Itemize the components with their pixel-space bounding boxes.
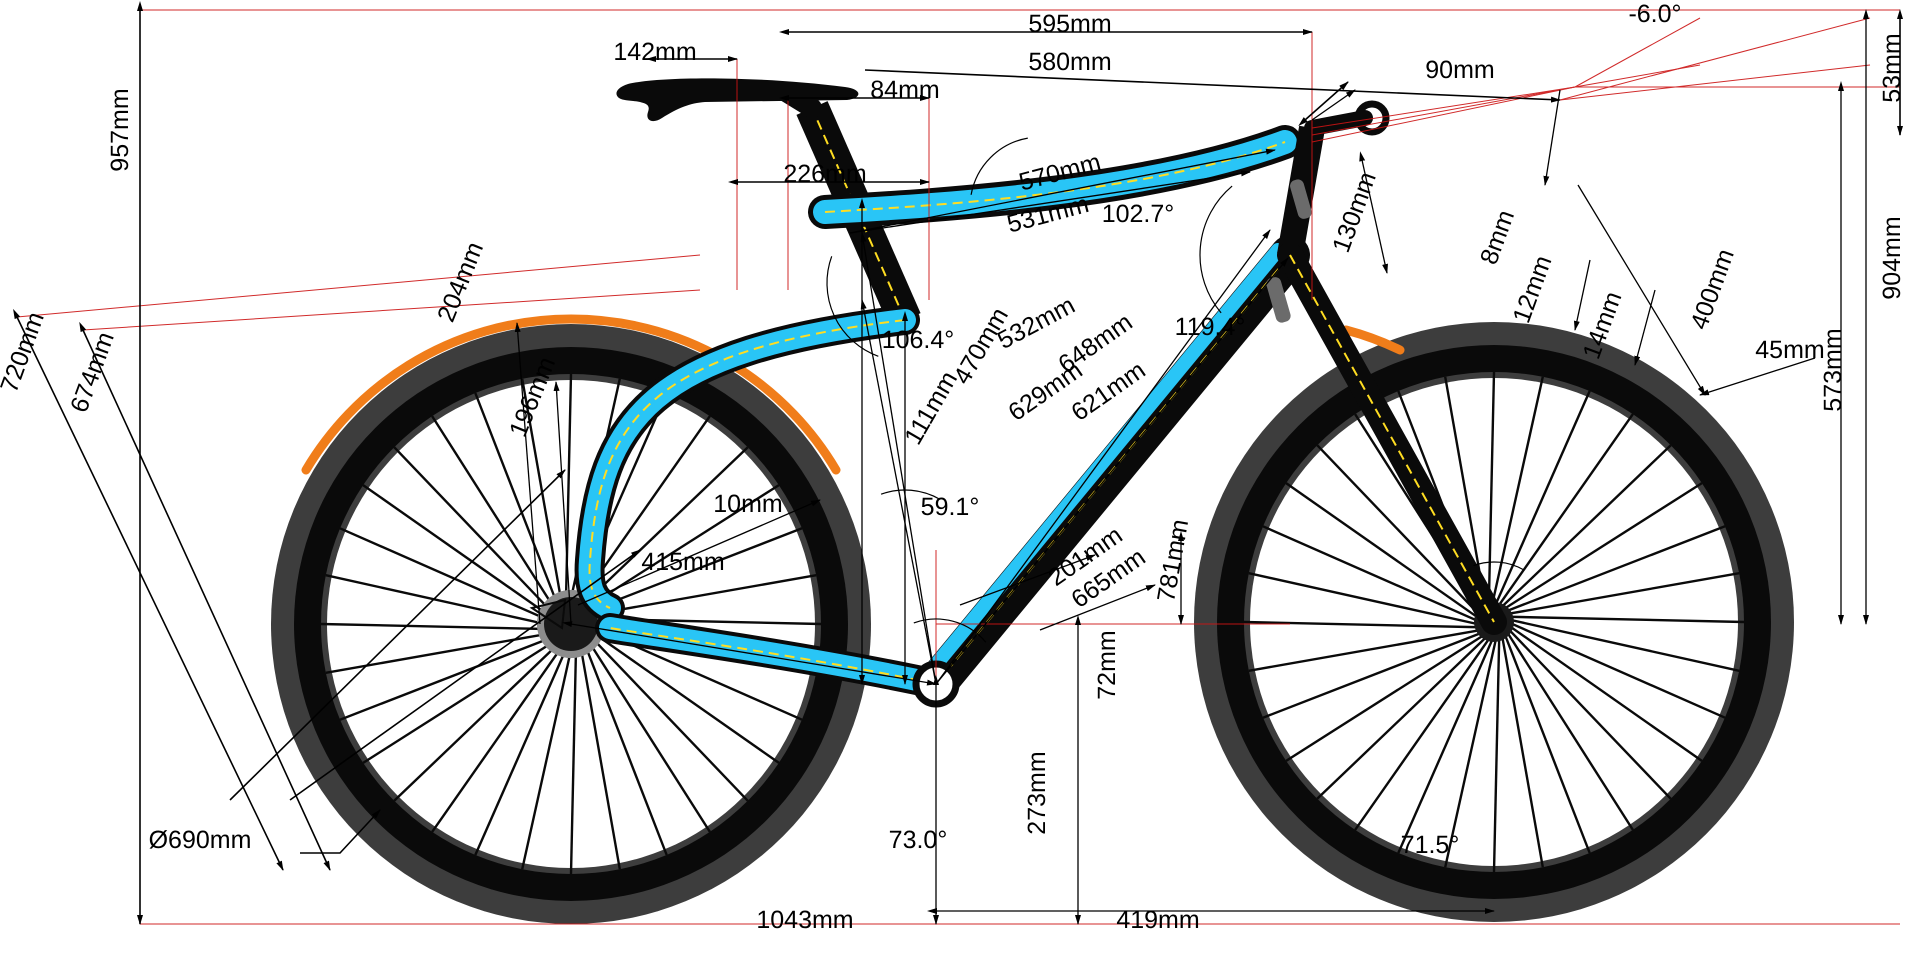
svg-text:59.1°: 59.1°: [921, 493, 980, 521]
svg-text:Ø690mm: Ø690mm: [149, 826, 252, 854]
svg-text:-6.0°: -6.0°: [1628, 0, 1681, 28]
svg-text:53mm: 53mm: [1878, 33, 1906, 102]
svg-text:84mm: 84mm: [870, 76, 939, 104]
svg-text:595mm: 595mm: [1028, 10, 1111, 38]
svg-text:273mm: 273mm: [1023, 751, 1051, 834]
svg-text:226mm: 226mm: [783, 160, 866, 188]
svg-text:10mm: 10mm: [713, 490, 782, 518]
svg-text:71.5°: 71.5°: [1401, 831, 1460, 859]
svg-text:90mm: 90mm: [1425, 56, 1494, 84]
svg-text:106.4°: 106.4°: [882, 326, 955, 354]
svg-text:904mm: 904mm: [1878, 216, 1906, 299]
svg-text:1043mm: 1043mm: [756, 906, 853, 934]
svg-text:415mm: 415mm: [641, 548, 724, 576]
svg-text:142mm: 142mm: [613, 38, 696, 66]
svg-text:72mm: 72mm: [1093, 630, 1121, 699]
svg-text:580mm: 580mm: [1028, 48, 1111, 76]
svg-text:119.4°: 119.4°: [1175, 313, 1246, 341]
svg-text:419mm: 419mm: [1116, 906, 1199, 934]
svg-text:573mm: 573mm: [1819, 328, 1847, 411]
svg-text:957mm: 957mm: [106, 88, 134, 171]
svg-text:102.7°: 102.7°: [1102, 200, 1175, 228]
svg-text:73.0°: 73.0°: [889, 826, 948, 854]
svg-text:45mm: 45mm: [1755, 336, 1824, 364]
